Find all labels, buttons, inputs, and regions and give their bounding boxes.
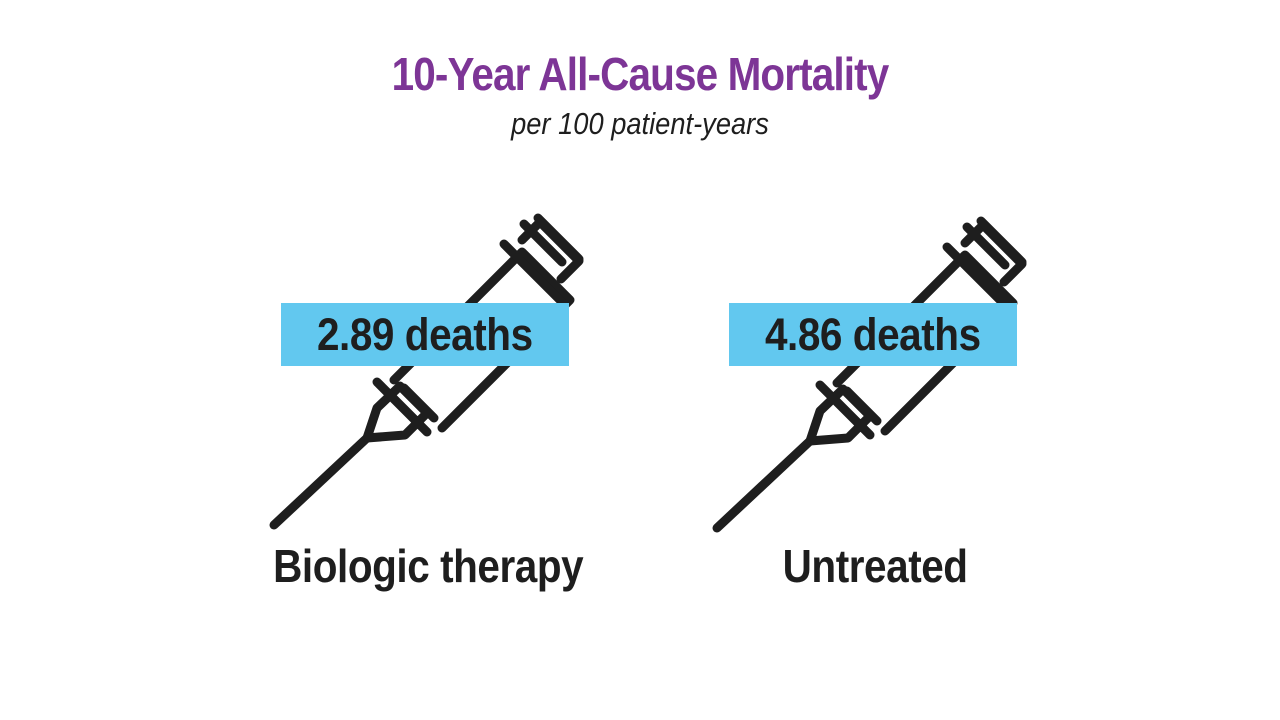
value-label: 4.86 deaths (765, 309, 981, 360)
syringe-icon (269, 213, 584, 530)
panel-biologic-therapy: 2.89 deaths Biologic therapy (222, 200, 642, 620)
group-label-text: Untreated (782, 540, 968, 592)
value-label: 2.89 deaths (317, 309, 533, 360)
page-title: 10-Year All-Cause Mortality (391, 48, 890, 100)
group-label: Untreated (665, 538, 1085, 594)
syringe-icon (712, 216, 1027, 533)
group-label-text: Biologic therapy (272, 540, 584, 592)
value-box: 4.86 deaths (729, 303, 1017, 366)
page-subtitle: per 100 patient-years (511, 106, 769, 141)
panel-untreated: 4.86 deaths Untreated (665, 200, 1085, 620)
group-label: Biologic therapy (218, 538, 638, 594)
value-box: 2.89 deaths (281, 303, 569, 366)
